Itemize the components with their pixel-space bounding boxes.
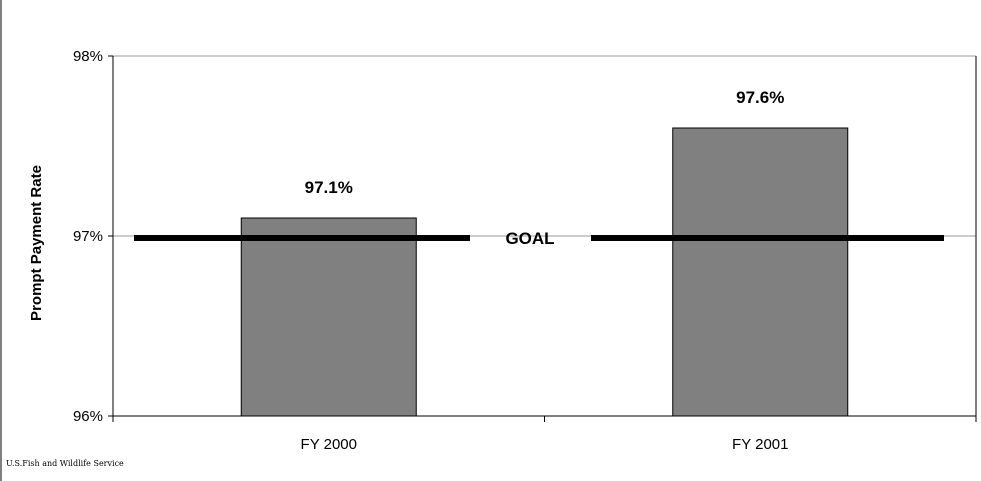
goal-line-group: GOAL — [134, 229, 944, 248]
bar-value-label: 97.6% — [736, 88, 784, 107]
source-note: U.S.Fish and Wildlife Service — [6, 459, 124, 468]
bar — [240, 217, 417, 417]
axis-ticks: 96% 97% 98% — [73, 48, 977, 425]
x-category-label: FY 2000 — [301, 436, 357, 453]
y-axis-label: Prompt Payment Rate — [28, 165, 45, 321]
data-labels: 97.1% FY 2000 97.6% FY 2001 — [301, 88, 789, 453]
bar — [672, 127, 849, 417]
y-tick-label: 97% — [73, 228, 103, 245]
y-tick-label: 98% — [73, 48, 103, 65]
bar-value-label: 97.1% — [305, 178, 353, 197]
goal-label: GOAL — [505, 229, 554, 248]
bars — [240, 127, 849, 417]
y-tick-label: 96% — [73, 408, 103, 425]
x-category-label: FY 2001 — [732, 436, 788, 453]
